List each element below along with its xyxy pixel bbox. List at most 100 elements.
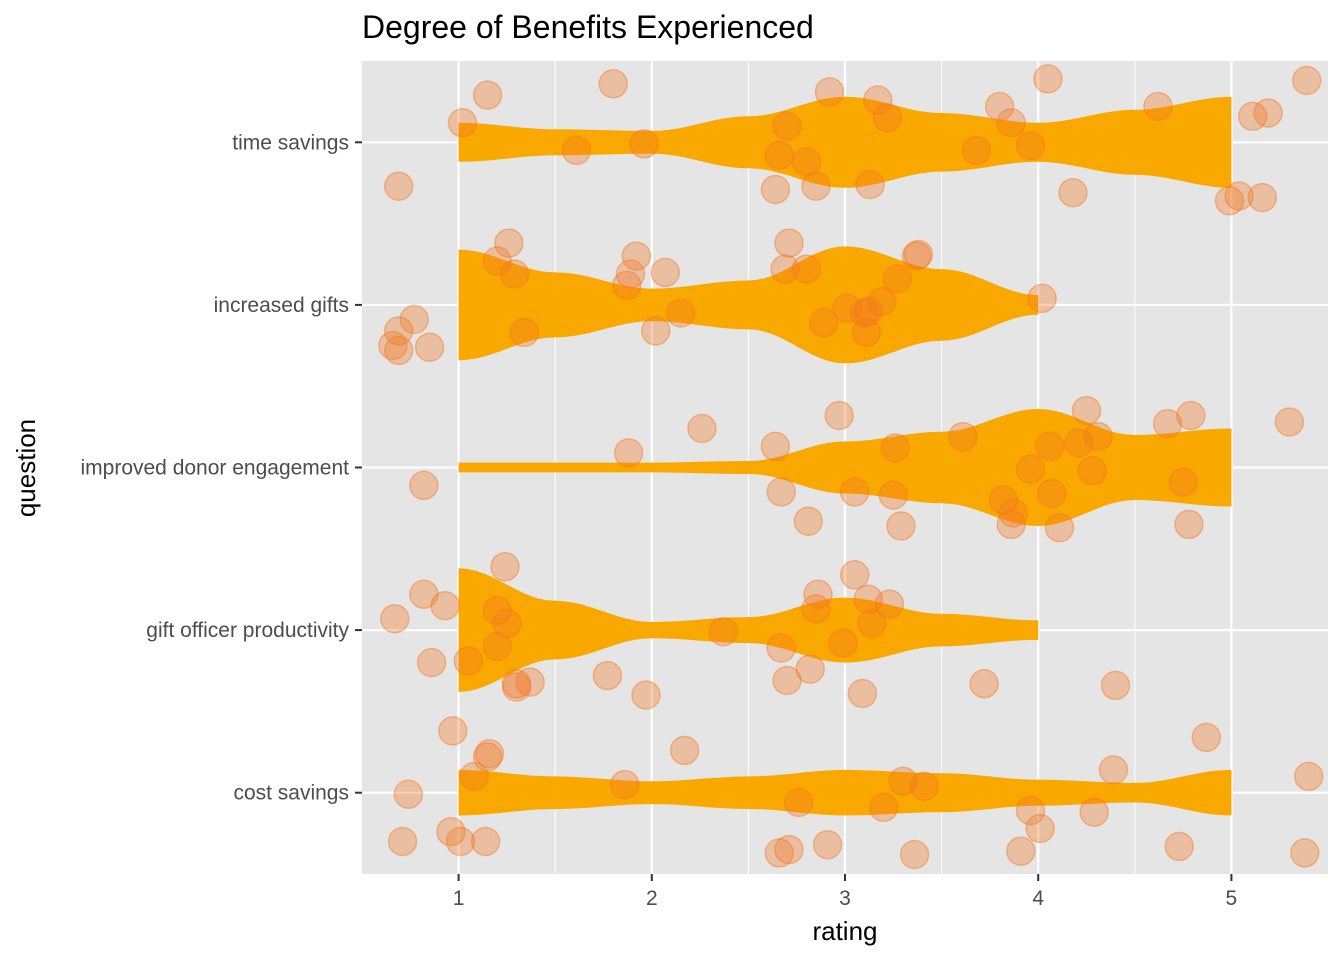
violin-gift-officer-productivity bbox=[458, 568, 1039, 692]
data-point bbox=[1214, 186, 1245, 216]
violin-cost-savings bbox=[458, 769, 1232, 816]
data-point bbox=[772, 111, 802, 141]
data-point bbox=[766, 633, 796, 663]
data-point bbox=[863, 85, 893, 115]
data-point bbox=[1035, 431, 1065, 462]
data-point bbox=[1100, 670, 1131, 701]
data-point bbox=[380, 603, 410, 634]
data-point bbox=[629, 129, 659, 159]
data-point bbox=[961, 135, 992, 166]
data-point bbox=[839, 560, 870, 590]
data-point bbox=[399, 304, 429, 335]
data-point bbox=[903, 239, 934, 270]
y-tick-label: increased gifts bbox=[214, 294, 349, 317]
data-point bbox=[1015, 130, 1046, 161]
data-point bbox=[378, 330, 408, 361]
data-point bbox=[669, 735, 700, 766]
y-tick-label: cost savings bbox=[233, 782, 349, 805]
data-point bbox=[482, 631, 512, 662]
data-point bbox=[874, 589, 905, 619]
data-point bbox=[803, 579, 833, 610]
data-point bbox=[1071, 395, 1102, 426]
data-point bbox=[613, 438, 644, 468]
data-point bbox=[832, 293, 862, 323]
data-point bbox=[409, 579, 439, 610]
data-point bbox=[857, 608, 887, 639]
data-point bbox=[1027, 283, 1057, 314]
data-point bbox=[808, 308, 839, 338]
data-point bbox=[561, 135, 592, 166]
data-point bbox=[490, 551, 520, 582]
data-point bbox=[482, 595, 512, 626]
x-tick-label: 5 bbox=[1226, 887, 1238, 910]
data-point bbox=[828, 628, 858, 658]
data-point bbox=[849, 298, 880, 328]
violin-increased-gifts bbox=[458, 246, 1039, 364]
data-point bbox=[791, 254, 822, 284]
data-point bbox=[515, 667, 545, 697]
data-point bbox=[474, 738, 505, 769]
data-point bbox=[492, 608, 522, 639]
violins bbox=[458, 96, 1232, 816]
data-point bbox=[708, 616, 739, 647]
data-point bbox=[383, 171, 414, 201]
data-point bbox=[766, 477, 796, 507]
data-point bbox=[470, 826, 501, 857]
data-point bbox=[1015, 795, 1046, 826]
data-point bbox=[1083, 421, 1113, 452]
y-tick-label: time savings bbox=[232, 131, 349, 154]
data-point bbox=[793, 506, 824, 536]
data-point bbox=[764, 140, 795, 171]
data-point bbox=[445, 826, 476, 857]
data-point bbox=[383, 335, 414, 366]
data-point bbox=[687, 413, 717, 444]
data-point bbox=[824, 400, 854, 431]
data-point bbox=[801, 171, 831, 201]
data-point bbox=[888, 766, 918, 797]
data-point bbox=[666, 298, 696, 328]
data-point bbox=[1164, 831, 1194, 862]
data-point bbox=[872, 103, 903, 133]
data-point bbox=[1033, 64, 1063, 94]
data-point bbox=[494, 228, 524, 258]
data-point bbox=[998, 498, 1028, 528]
data-point bbox=[1237, 101, 1268, 132]
data-point bbox=[621, 241, 652, 271]
data-point bbox=[791, 147, 822, 177]
data-point bbox=[1274, 407, 1305, 437]
data-point bbox=[472, 80, 503, 110]
data-point bbox=[795, 654, 825, 684]
data-point bbox=[1224, 181, 1254, 211]
data-point bbox=[853, 584, 883, 614]
data-point bbox=[436, 816, 466, 847]
data-point bbox=[482, 246, 512, 276]
data-point bbox=[592, 660, 623, 691]
data-point bbox=[909, 771, 939, 801]
data-point bbox=[764, 838, 795, 868]
data-point bbox=[453, 646, 484, 676]
data-point bbox=[760, 431, 791, 462]
data-point bbox=[1290, 838, 1320, 868]
data-point bbox=[886, 511, 916, 541]
data-point bbox=[774, 834, 804, 865]
data-point bbox=[393, 779, 424, 810]
data-point bbox=[430, 590, 460, 621]
data-point bbox=[631, 680, 661, 710]
data-point bbox=[1036, 478, 1067, 509]
data-point bbox=[650, 257, 681, 288]
y-tick-label: improved donor engagement bbox=[80, 457, 349, 480]
violin-time-savings bbox=[458, 96, 1232, 188]
data-point bbox=[996, 108, 1026, 138]
data-point bbox=[501, 672, 532, 702]
data-point bbox=[1058, 177, 1088, 208]
data-point bbox=[847, 678, 878, 709]
data-point bbox=[459, 761, 489, 792]
data-point bbox=[1015, 454, 1046, 484]
data-point bbox=[1247, 182, 1278, 213]
data-point bbox=[472, 742, 503, 772]
data-point bbox=[772, 665, 802, 696]
data-point bbox=[1191, 722, 1222, 753]
data-point bbox=[1006, 836, 1036, 866]
data-point bbox=[1152, 408, 1183, 439]
